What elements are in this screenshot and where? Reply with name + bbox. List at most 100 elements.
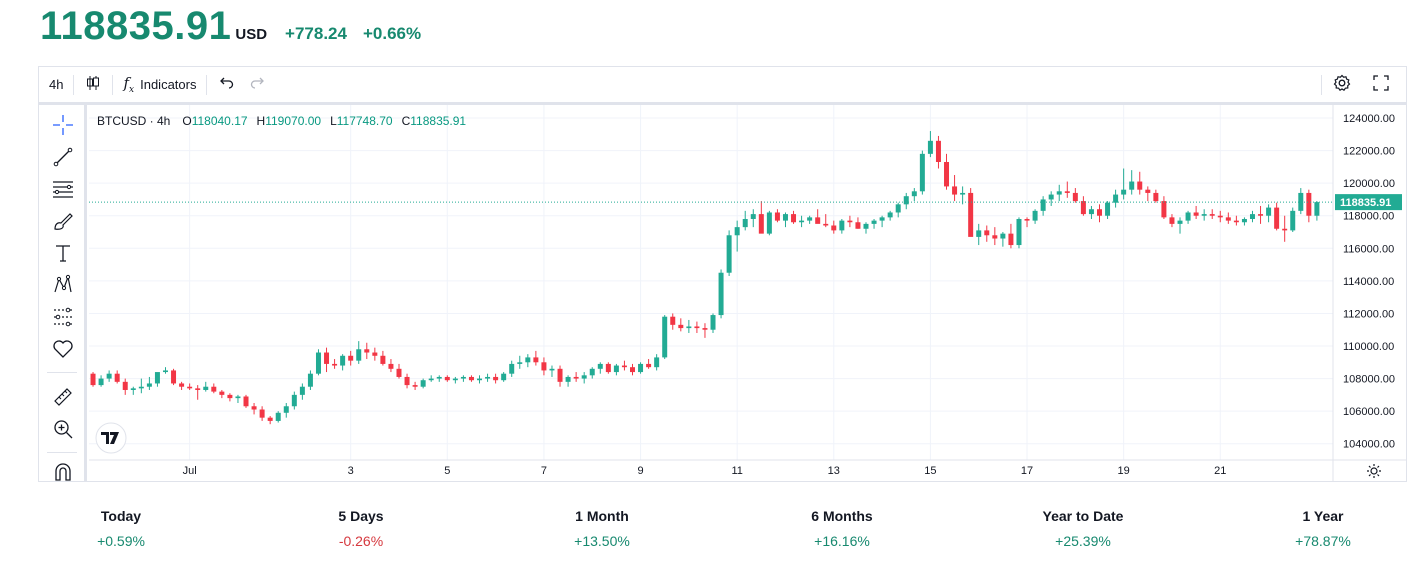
candle [267,416,273,425]
candle-body [662,316,668,358]
candle [1233,215,1239,226]
candle [750,209,756,228]
ruler-tool[interactable] [51,387,75,411]
candle [638,362,644,374]
candle-body [1185,212,1191,221]
performance-value: +16.16% [814,533,870,549]
candle [968,188,974,237]
chart-type-button[interactable] [74,67,112,102]
performance-1-month[interactable]: 1 Month +13.50% [532,506,672,550]
fullscreen-button[interactable] [1362,67,1400,102]
candle [179,381,185,390]
axis-settings-icon[interactable] [1367,464,1381,478]
candle [903,192,909,210]
candle-body [758,214,764,234]
text-tool[interactable] [51,243,75,267]
performance-today[interactable]: Today +0.59% [51,506,191,550]
trend-line-tool[interactable] [51,147,75,171]
legend-symbol: BTCUSD · 4h [97,114,171,128]
candle-body [935,140,941,162]
candle [734,220,740,252]
zoom-tool[interactable] [51,419,75,443]
candle [855,217,861,229]
candle [887,210,893,221]
candle-body [1306,192,1312,216]
candle [243,394,249,408]
undo-button[interactable] [207,67,245,102]
candle-body [1145,189,1151,193]
forecast-tool[interactable] [51,307,75,331]
candle-body [557,368,563,382]
candle [758,201,764,234]
candle-body [976,230,982,237]
candle-body [573,376,579,379]
candle-body [952,186,958,195]
performance-label: 1 Month [575,508,629,524]
candle-body [799,220,805,223]
candle [1169,214,1175,228]
candle [791,210,797,224]
candle [1145,186,1151,202]
candle-body [267,417,273,421]
candle-body [927,140,933,154]
candle [670,313,676,330]
settings-button[interactable] [1322,67,1362,102]
candle-body [1193,212,1199,216]
legend-open-value: 118040.17 [191,114,248,128]
candle-body [1241,218,1247,223]
candle-body [340,355,346,366]
candle [565,375,571,387]
candle-body [1121,189,1127,195]
price-change: +778.24 [285,24,347,43]
candle [1161,196,1167,219]
favorites-tool[interactable] [51,339,75,363]
price-chart[interactable]: 104000.00 106000.00 108000.00 110000.00 1120… [89,105,1406,481]
candle [1306,189,1312,223]
x-axis-tick-label: 3 [348,465,354,477]
candle-body [1282,228,1288,231]
candle [195,385,201,400]
candle [388,359,394,373]
interval-button[interactable]: 4h [39,67,73,102]
candle [935,135,941,169]
candle [380,350,386,366]
candle [911,188,917,202]
crosshair-tool[interactable] [51,114,75,139]
performance-1-year[interactable]: 1 Year +78.87% [1253,506,1393,550]
candle-body [549,368,555,371]
performance-5-days[interactable]: 5 Days -0.26% [291,506,431,550]
candle-body [686,326,692,329]
candle-body [919,153,925,192]
candle-body [227,394,233,399]
toolbar-divider [47,452,77,453]
candle [557,365,563,387]
brush-tool[interactable] [51,211,75,235]
candle [251,403,257,415]
candle [372,347,378,361]
candle [275,411,281,423]
candle [654,354,660,371]
legend-high-value: 119070.00 [265,114,322,128]
undo-icon [217,74,235,95]
candle-body [879,217,885,221]
candle-body [364,349,370,353]
candle-body [621,365,627,368]
indicators-button[interactable]: fx Indicators [113,67,206,102]
performance-ytd[interactable]: Year to Date +25.39% [1013,506,1153,550]
redo-button[interactable] [245,67,277,102]
tradingview-logo-icon[interactable] [95,422,127,454]
candle [171,368,177,386]
performance-6-months[interactable]: 6 Months +16.16% [772,506,912,550]
candle-body [823,223,829,226]
candle-body [307,373,313,387]
candle-body [1040,199,1046,211]
fib-tool[interactable] [51,179,75,203]
candle-body [1233,220,1239,223]
candle [477,375,483,384]
pattern-tool[interactable] [51,274,75,299]
candle-body [734,227,740,236]
candle [839,218,845,234]
magnet-tool[interactable] [51,461,75,485]
x-axis-tick-label: 7 [541,465,547,477]
candle [283,403,289,418]
